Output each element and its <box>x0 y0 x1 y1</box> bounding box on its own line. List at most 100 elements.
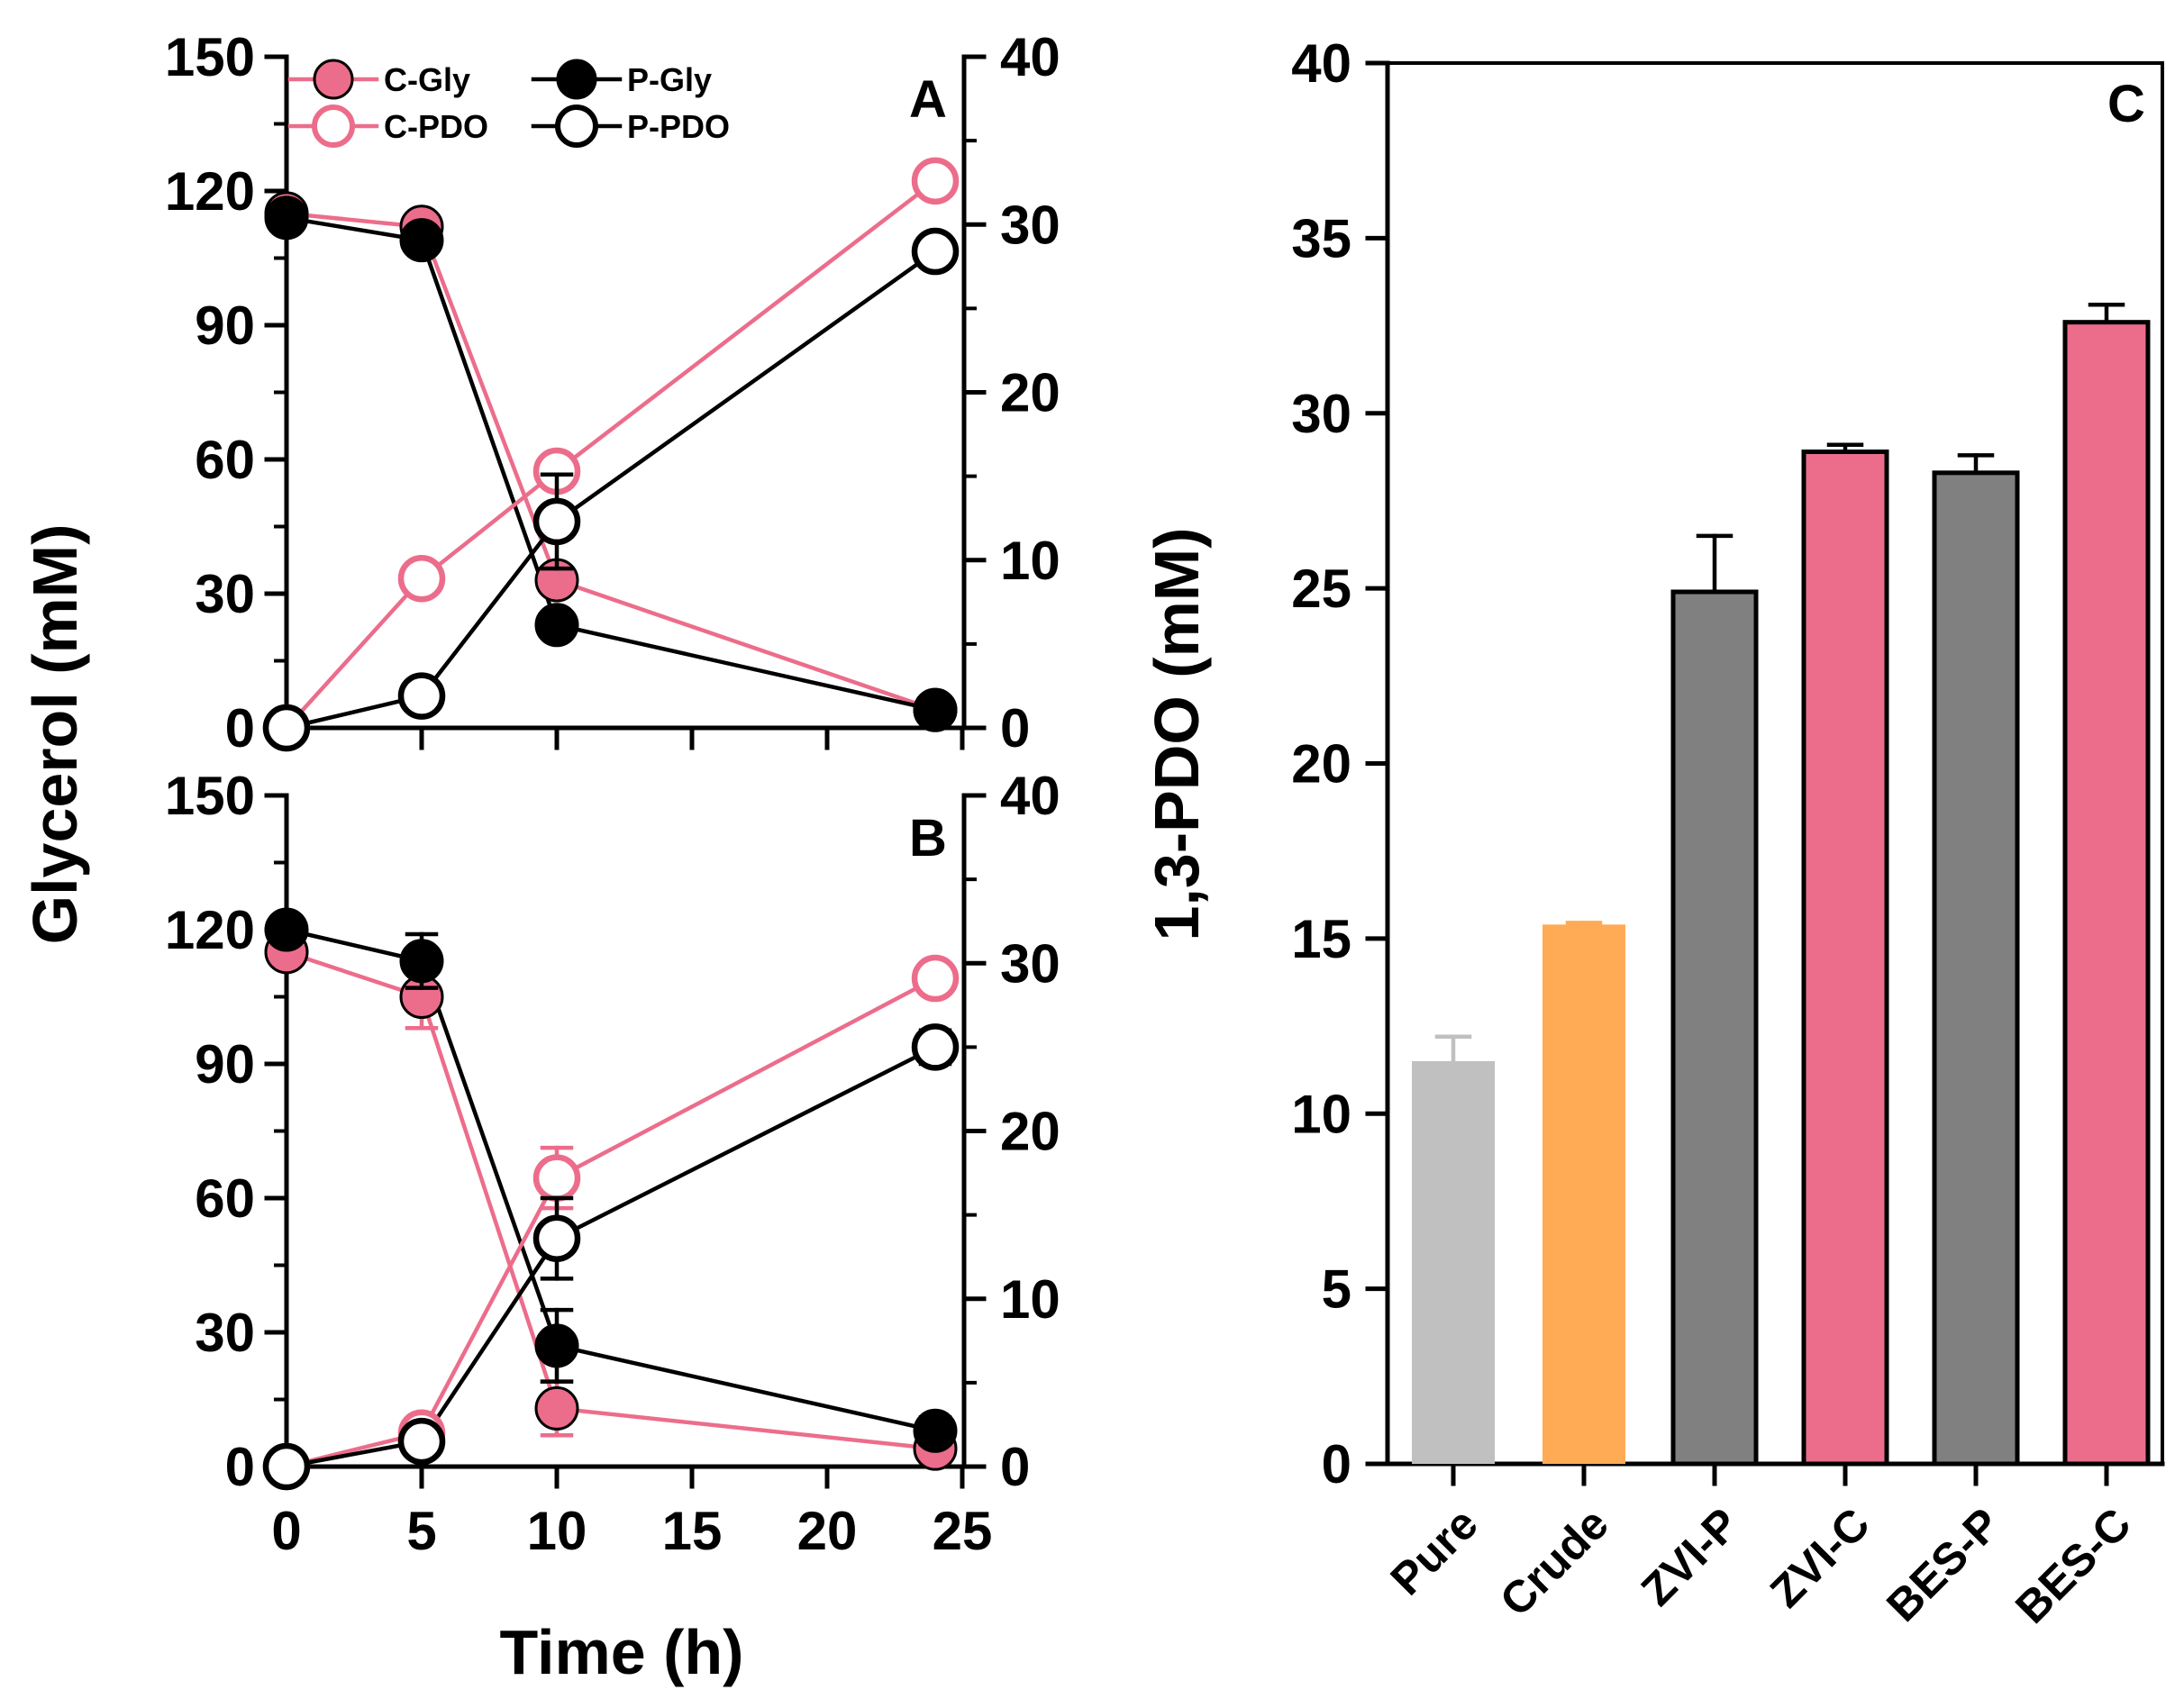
bar-zvi-c <box>1801 450 1889 1467</box>
pa-left-tick-label: 0 <box>225 698 255 759</box>
pa-p-pdo-line <box>286 250 937 731</box>
pa-left-tick-label: 150 <box>165 27 255 87</box>
bar-crude <box>1542 924 1625 1464</box>
pb-x-tick-label: 15 <box>662 1501 723 1561</box>
pb-right-tick-label: 30 <box>1000 933 1060 994</box>
legend-label-c-gly: C-Gly <box>384 61 470 98</box>
pa-p-gly-point <box>913 687 958 732</box>
pa-p-gly-point <box>534 603 579 648</box>
panel-a-frame <box>284 54 967 731</box>
pa-c-pdo-point <box>397 554 446 603</box>
pb-left-tick-label: 90 <box>195 1034 255 1095</box>
pa-left-tick-label: 90 <box>195 295 255 356</box>
pc-y-tick-label: 40 <box>1291 33 1351 94</box>
panel-b: 0 30 60 90 120 150 0 10 20 30 40 0 5 10 15 20 25 B <box>165 766 1060 1561</box>
legend-marker-p-pdo <box>555 104 598 148</box>
pb-x-tick-label: 25 <box>933 1501 993 1561</box>
pa-left-tick-label: 30 <box>195 564 255 624</box>
pb-p-pdo-point <box>532 1214 581 1262</box>
pa-p-pdo-point <box>911 227 960 276</box>
pc-category-label-pure: Pure <box>1381 1498 1488 1604</box>
pc-category-label-bes-c: BES-C <box>2006 1498 2141 1633</box>
pc-y-tick-label: 30 <box>1291 384 1351 444</box>
pb-c-gly-line <box>286 949 936 1451</box>
pa-right-tick-label: 40 <box>1000 27 1060 87</box>
pa-p-gly-line <box>286 215 936 713</box>
panel-b-ticks: 0 30 60 90 120 150 0 10 20 30 40 0 5 10 15 20 25 <box>165 766 1060 1561</box>
pa-p-gly-point <box>264 195 309 241</box>
pa-right-tick-label: 10 <box>1000 531 1060 591</box>
pc-y-tick-label: 20 <box>1291 734 1351 795</box>
legend-marker-c-pdo <box>312 104 355 148</box>
pc-y-tick-label: 5 <box>1322 1259 1351 1320</box>
pc-y-tick-label: 0 <box>1322 1434 1351 1494</box>
pa-right-tick-label: 20 <box>1000 363 1060 423</box>
pb-right-tick-label: 0 <box>1000 1437 1030 1497</box>
panel-c-letter: C <box>2107 75 2145 133</box>
panel-a-series <box>262 157 960 752</box>
bar-bes-c <box>2062 320 2151 1467</box>
pb-left-tick-label: 150 <box>165 766 255 826</box>
panel-b-letter: B <box>909 809 947 868</box>
pb-c-gly-point <box>534 1385 579 1431</box>
pb-x-tick-label: 20 <box>797 1501 858 1561</box>
pb-c-pdo-point <box>532 1154 581 1202</box>
pc-y-tick-label: 15 <box>1291 909 1351 969</box>
glycerol-axis-title: Glycerol (mM) <box>20 524 90 945</box>
pb-c-pdo-line <box>286 977 937 1469</box>
panel-c-bars <box>1412 302 2151 1467</box>
pa-c-pdo-line <box>285 179 937 730</box>
legend-label-p-pdo: P-PDO <box>627 108 730 145</box>
pa-p-pdo-point <box>532 497 581 546</box>
legend-marker-p-gly <box>556 59 597 100</box>
pc-category-label-crude: Crude <box>1490 1498 1618 1626</box>
pb-left-tick-label: 30 <box>195 1303 255 1363</box>
pb-left-tick-label: 0 <box>225 1437 255 1497</box>
pb-x-tick-label: 0 <box>271 1501 301 1561</box>
panel-a: 0 30 60 90 120 150 0 10 20 30 40 A C-Gly P-Gly C-PDO… <box>165 27 1060 759</box>
pb-right-tick-label: 40 <box>1000 766 1060 826</box>
pb-x-tick-label: 10 <box>527 1501 587 1561</box>
pa-left-tick-label: 60 <box>195 430 255 490</box>
pb-left-tick-label: 120 <box>165 900 255 960</box>
panel-c: 0 5 10 15 20 25 30 35 40 Pure Crude ZVI-P ZVI-CBES-P… <box>1291 33 2165 1633</box>
pc-y-tick-label: 35 <box>1291 208 1351 268</box>
legend-marker-c-gly <box>313 59 354 100</box>
pc-y-tick-label: 25 <box>1291 559 1351 619</box>
pb-p-gly-point <box>399 939 444 984</box>
pc-y-tick-label: 10 <box>1291 1084 1351 1144</box>
pb-right-tick-label: 10 <box>1000 1269 1060 1330</box>
pb-p-gly-point <box>913 1408 958 1453</box>
pa-p-pdo-point <box>262 704 311 752</box>
pa-left-tick-label: 120 <box>165 161 255 222</box>
pb-p-gly-point <box>264 907 309 952</box>
panel-b-series <box>262 907 960 1491</box>
pa-p-gly-point <box>399 218 444 263</box>
pa-right-tick-label: 0 <box>1000 698 1030 759</box>
panel-a-letter: A <box>909 70 947 129</box>
pa-c-gly-line <box>286 211 936 713</box>
bar-zvi-p <box>1670 589 1759 1467</box>
pb-p-gly-point <box>534 1323 579 1368</box>
pb-left-tick-label: 60 <box>195 1168 255 1229</box>
pb-p-pdo-point <box>397 1417 446 1466</box>
pdo-axis-title: 1,3-PDO (mM) <box>1142 528 1212 941</box>
time-axis-title: Time (h) <box>500 1617 744 1687</box>
panel-c-frame <box>1385 60 2165 1467</box>
pb-p-gly-line <box>286 927 936 1433</box>
pc-category-label-bes-p: BES-P <box>1877 1498 2010 1631</box>
pa-c-pdo-point <box>911 157 960 205</box>
pc-category-label-zvi-p: ZVI-P <box>1632 1498 1749 1615</box>
pb-x-tick-label: 5 <box>406 1501 436 1561</box>
panel-a-ticks: 0 30 60 90 120 150 0 10 20 30 40 <box>165 27 1060 759</box>
pb-right-tick-label: 20 <box>1000 1102 1060 1162</box>
legend-label-c-pdo: C-PDO <box>384 108 488 145</box>
pb-p-pdo-point <box>911 1023 960 1071</box>
pb-c-pdo-point <box>911 954 960 1003</box>
bar-bes-p <box>1932 470 2020 1467</box>
pc-category-label-zvi-c: ZVI-C <box>1761 1498 1879 1617</box>
pb-p-pdo-line <box>286 1045 937 1469</box>
pb-p-pdo-point <box>262 1442 311 1491</box>
legend: C-Gly P-Gly C-PDO P-PDO <box>287 59 730 148</box>
